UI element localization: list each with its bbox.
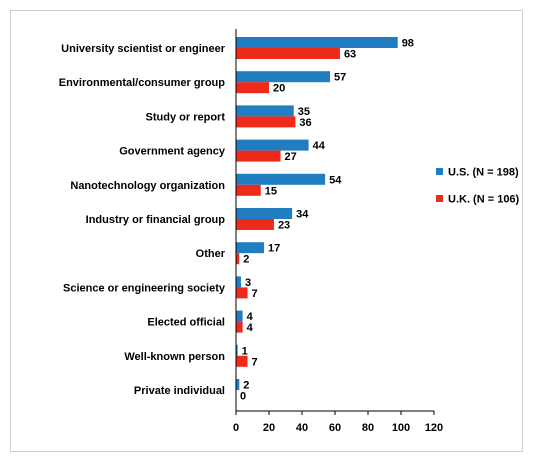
legend-swatch-us: [436, 168, 443, 175]
bar-us: [236, 105, 294, 117]
bar-us: [236, 242, 265, 254]
data-label-uk: 27: [285, 151, 297, 163]
data-label-uk: 63: [344, 49, 356, 61]
x-tick-label: 0: [233, 422, 239, 434]
category-label: Well-known person: [124, 351, 225, 363]
bar-uk: [236, 82, 269, 94]
category-label: Other: [196, 248, 226, 260]
legend: U.S. (N = 198) U.K. (N = 106): [436, 167, 520, 206]
category-label: Private individual: [134, 385, 225, 397]
data-label-us: 3: [245, 277, 251, 289]
x-tick-label: 100: [392, 422, 410, 434]
data-label-uk: 15: [265, 185, 277, 197]
bar-us: [236, 379, 240, 390]
legend-label-uk: U.K. (N = 106): [448, 194, 520, 206]
bar-uk: [236, 287, 248, 299]
category-label: Elected official: [147, 317, 225, 329]
bar-us: [236, 139, 309, 151]
bar-us: [236, 310, 243, 322]
x-tick-label: 60: [329, 422, 341, 434]
data-label-uk: 4: [247, 322, 254, 334]
bar-us: [236, 173, 326, 185]
x-tick-label: 20: [263, 422, 275, 434]
legend-swatch-uk: [436, 195, 443, 202]
bar-uk: [236, 48, 340, 59]
category-label: Study or report: [146, 111, 226, 123]
data-label-us: 35: [298, 106, 310, 118]
bars: [236, 37, 398, 390]
data-label-us: 1: [242, 345, 248, 357]
category-label: Industry or financial group: [86, 214, 226, 226]
data-label-uk: 20: [273, 83, 285, 95]
x-tick-label: 120: [425, 422, 443, 434]
data-label-uk: 0: [240, 391, 246, 403]
category-label: Environmental/consumer group: [59, 77, 226, 89]
data-label-us: 98: [402, 38, 414, 50]
category-label: Government agency: [119, 146, 226, 158]
category-label: Nanotechnology organization: [70, 180, 225, 192]
data-label-us: 57: [334, 72, 346, 84]
bar-uk: [236, 253, 240, 265]
bar-uk: [236, 116, 296, 128]
data-label-us: 34: [296, 209, 309, 221]
bar-us: [236, 71, 331, 83]
bar-uk: [236, 184, 261, 196]
x-tick-label: 40: [296, 422, 308, 434]
data-label-us: 44: [313, 140, 326, 152]
bar-us: [236, 276, 241, 288]
category-label: University scientist or engineer: [61, 43, 226, 55]
bar-uk: [236, 219, 274, 230]
x-tick-label: 80: [362, 422, 374, 434]
data-label-us: 4: [247, 311, 254, 323]
data-label-uk: 7: [252, 356, 258, 368]
data-label-us: 54: [329, 174, 342, 186]
legend-label-us: U.S. (N = 198): [448, 167, 519, 179]
data-label-uk: 7: [252, 288, 258, 300]
data-label-us: 17: [268, 243, 280, 255]
category-label: Science or engineering society: [63, 282, 226, 294]
bar-us: [236, 344, 238, 356]
bar-uk: [236, 355, 248, 367]
data-label-uk: 36: [299, 117, 311, 129]
x-axis-ticks: 0 20 40 60 80 100 120: [233, 411, 443, 434]
data-label-uk: 23: [278, 220, 290, 232]
bar-us: [236, 208, 293, 219]
data-label-uk: 2: [243, 254, 249, 266]
data-label-us: 2: [243, 380, 249, 392]
bar-us: [236, 37, 398, 48]
category-labels: University scientist or engineer Environm…: [59, 43, 226, 397]
bar-uk: [236, 150, 281, 162]
bar-uk: [236, 321, 243, 333]
